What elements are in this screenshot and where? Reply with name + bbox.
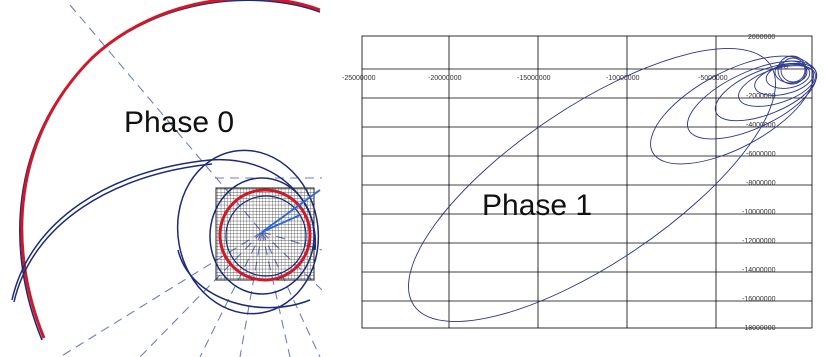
y-tick-label: -2000000 (746, 93, 776, 100)
outer-red-arc (20, 0, 321, 339)
x-tick-label: -25000000 (342, 75, 376, 82)
y-tick-label: -12000000 (742, 238, 776, 245)
y-tick-label: -14000000 (742, 267, 776, 274)
y-tick-label: 2000000 (748, 34, 775, 41)
y-tick-labels: 2000000 0 -2000000 -4000000 -6000000 -80… (742, 34, 788, 332)
y-tick-label: -8000000 (746, 180, 776, 187)
x-tick-label: -5000000 (698, 75, 728, 82)
phase-0-label: Phase 0 (124, 106, 234, 139)
x-tick-label: -20000000 (428, 75, 462, 82)
phase-0-diagram: Phase 0 (11, 0, 322, 357)
x-tick-label: -10000000 (606, 75, 640, 82)
x-tick-labels: -25000000 -20000000 -15000000 -10000000 … (342, 75, 728, 82)
phase-1-panel: -25000000 -20000000 -15000000 -10000000 … (322, 0, 827, 357)
y-tick-label: -10000000 (742, 209, 776, 216)
x-tick-label: -15000000 (517, 75, 551, 82)
y-tick-label: 0 (784, 64, 788, 71)
phase-0-panel: Phase 0 (0, 0, 322, 357)
spiral-orbits (408, 48, 818, 322)
inner-blue-circle (225, 195, 307, 277)
y-tick-label: -4000000 (746, 122, 776, 129)
y-tick-label: -6000000 (746, 151, 776, 158)
phase-1-label: Phase 1 (482, 189, 592, 222)
y-tick-label: -16000000 (742, 296, 776, 303)
y-tick-label: -18000000 (742, 325, 776, 332)
chart-grid (361, 35, 813, 329)
red-circular-orbit (218, 188, 312, 282)
phase-1-chart: -25000000 -20000000 -15000000 -10000000 … (342, 34, 818, 332)
short-blue-strokes (261, 189, 321, 233)
